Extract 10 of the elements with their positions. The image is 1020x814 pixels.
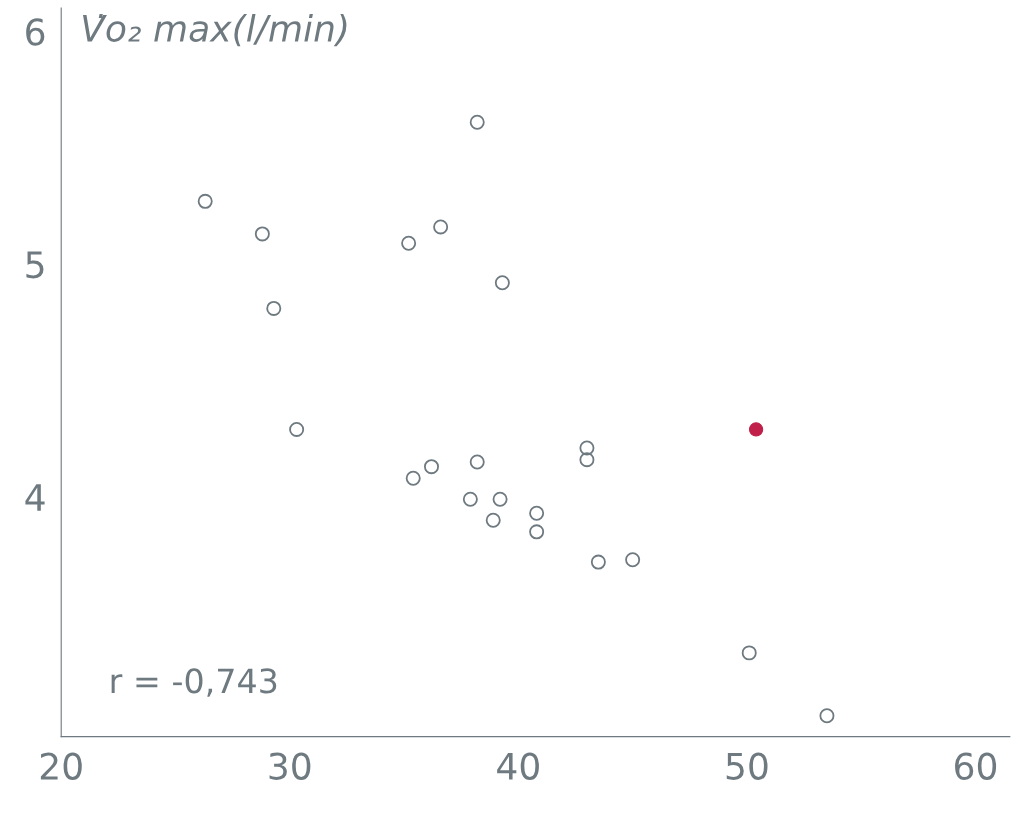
x-tick-label: 30 [269, 752, 311, 780]
y-tick-label: 6 [26, 18, 45, 46]
x-tick-label: 50 [726, 752, 768, 780]
y-axis-title: V̇o₂ max(l/min) [82, 13, 347, 47]
x-tick-label: 40 [497, 752, 539, 780]
y-tick-label: 4 [25, 484, 45, 511]
x-tick-label: 20 [40, 752, 82, 780]
x-tick-label: 60 [955, 752, 997, 780]
annotation: r = -0,743 [111, 668, 277, 697]
y-tick-label: 5 [26, 251, 44, 279]
